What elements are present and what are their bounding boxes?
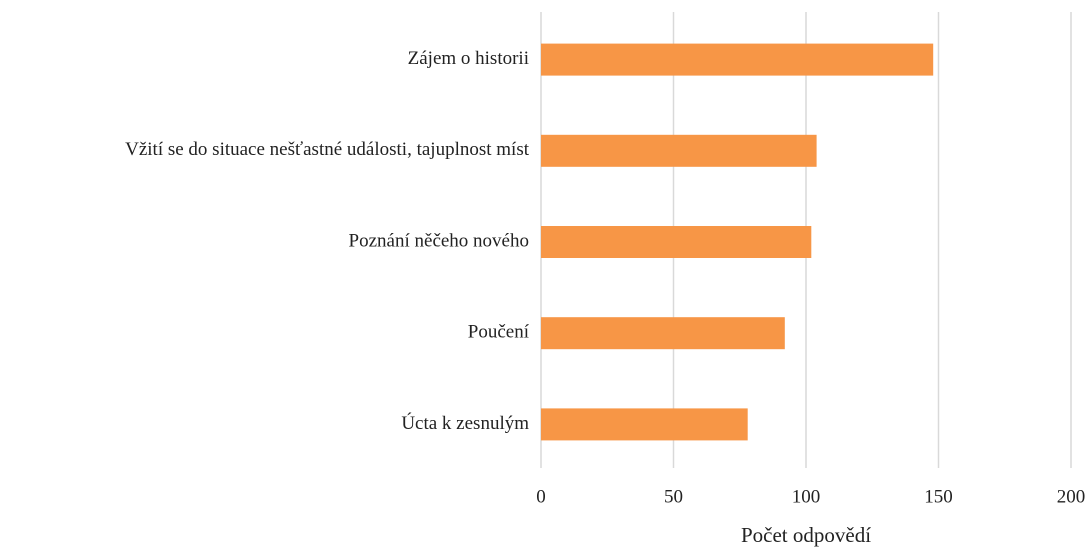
- x-tick-label: 100: [792, 486, 821, 507]
- bar: [541, 43, 934, 76]
- x-tick-label: 200: [1057, 486, 1086, 507]
- bar: [541, 408, 748, 441]
- y-tick-label: Poznání něčeho nového: [349, 230, 529, 251]
- y-tick-label: Vžití se do situace nešťastné události, …: [125, 139, 530, 160]
- y-tick-label: Zájem o historii: [408, 48, 529, 69]
- x-tick-label: 150: [924, 486, 953, 507]
- bar: [541, 226, 812, 258]
- bar: [541, 134, 817, 167]
- x-tick-label: 50: [664, 486, 683, 507]
- y-tick-label: Úcta k zesnulým: [401, 412, 529, 434]
- x-axis-title: Počet odpovědí: [741, 523, 871, 547]
- bar: [541, 317, 785, 350]
- y-tick-label: Poučení: [468, 322, 530, 343]
- x-tick-label: 0: [536, 486, 546, 507]
